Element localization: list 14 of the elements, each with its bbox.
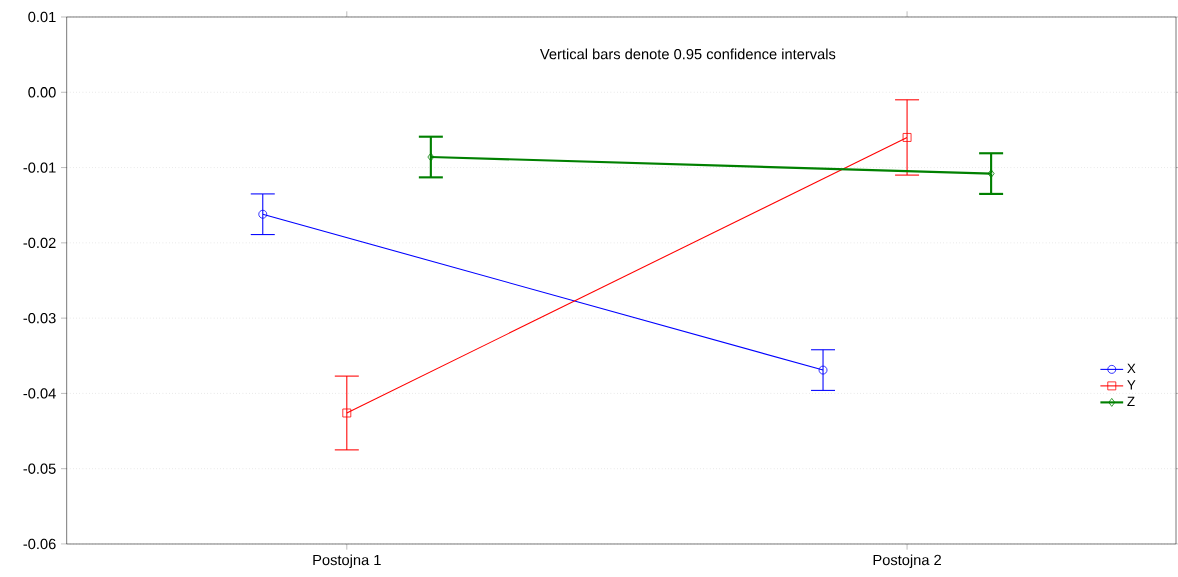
legend-label: X xyxy=(1127,363,1136,373)
y-tick-label: 0.00 xyxy=(28,87,56,98)
x-tick-label: Postojna 1 xyxy=(313,554,381,569)
legend-label: Y xyxy=(1127,380,1136,390)
y-tick-label: -0.04 xyxy=(23,388,56,399)
x-tick-label: Postojna 2 xyxy=(873,554,941,569)
legend-label: Z xyxy=(1127,396,1135,406)
y-tick-label: 0.01 xyxy=(28,11,56,23)
y-tick-label: -0.02 xyxy=(23,237,56,249)
annotation: Vertical bars denote 0.95 confidence intervals xyxy=(539,48,836,60)
y-tick-label: -0.03 xyxy=(23,312,56,324)
y-tick-label: -0.05 xyxy=(23,463,56,474)
y-tick-label: -0.06 xyxy=(23,538,56,550)
y-tick-label: -0.01 xyxy=(23,162,56,173)
